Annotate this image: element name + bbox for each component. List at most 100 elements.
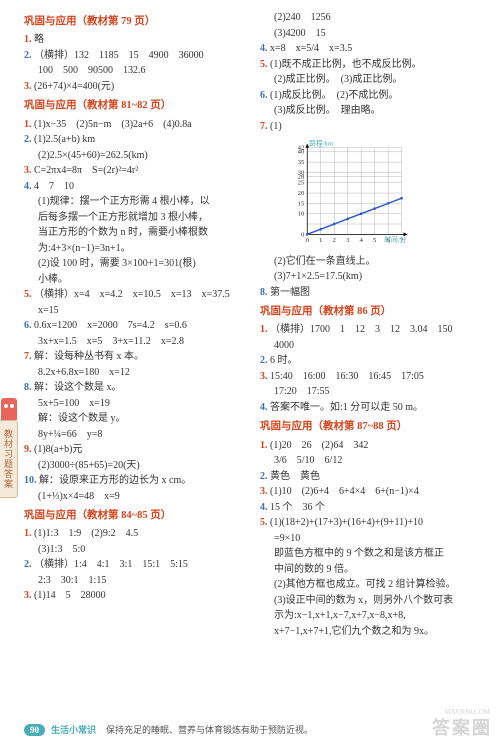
- answer-line: (3)4200 15: [260, 26, 482, 42]
- svg-text:42: 42: [298, 145, 305, 152]
- answer-line: 5x+5=100 x=19: [24, 396, 246, 412]
- answer-line: 8y+¼=66 y=8: [24, 427, 246, 443]
- answer-line: 中间的数的 9 倍。: [260, 562, 482, 578]
- footer-label: 生活小常识: [51, 723, 96, 736]
- answer-line: 1. (1)20 26 (2)64 342: [260, 438, 482, 454]
- answer-line: x+7−1,x+7+1,它们九个数之和为 9x。: [260, 624, 482, 640]
- answer-line: (2)3000÷(85+65)=20(天): [24, 458, 246, 474]
- line-chart: 012345670101520252830354042路程/km时间/分: [288, 136, 418, 246]
- answer-line: (3)设正中间的数为 x，则另外八个数可表: [260, 593, 482, 609]
- answer-text: C=2πx4=8π S=(2r)²=4r²: [34, 165, 138, 176]
- answer-text: （横排）x=4 x=4.2 x=10.5 x=13 x=37.5: [34, 289, 230, 300]
- answer-text: (1)1:3 1:9 (2)9:2 4.5: [34, 528, 138, 539]
- svg-text:30: 30: [298, 169, 305, 176]
- answer-text: (1)成反比例。 (2)不成比例。: [270, 90, 398, 101]
- svg-text:20: 20: [298, 190, 305, 197]
- answer-text: （横排）132 1185 15 4900 36000: [34, 50, 204, 61]
- page-number: 90: [24, 724, 45, 736]
- answer-text: 第一幅图: [270, 287, 310, 298]
- section-title: 巩固与应用（教材第 84~85 页）: [24, 508, 246, 524]
- answer-text: 4 7 10: [34, 181, 74, 192]
- answer-text: （横排）1:4 4:1 3:1 15:1 5:15: [34, 559, 188, 570]
- answer-line: 5. （横排）x=4 x=4.2 x=10.5 x=13 x=37.5: [24, 287, 246, 303]
- answer-line: 解：设这个数是 y。: [24, 411, 246, 427]
- answer-line: 2. 黄色 黄色: [260, 469, 482, 485]
- answer-line: 6. (1)成反比例。 (2)不成比例。: [260, 88, 482, 104]
- answer-line: 4. 4 7 10: [24, 179, 246, 195]
- answer-line: x=15: [24, 303, 246, 319]
- answer-line: 小棒。: [24, 272, 246, 288]
- answer-text: x=8 x=5/4 x=3.5: [270, 43, 352, 54]
- svg-text:35: 35: [298, 159, 305, 166]
- answer-text: 略: [34, 34, 44, 45]
- answer-line: 3/6 5/10 6/12: [260, 453, 482, 469]
- answer-line: 7. (1): [260, 119, 482, 135]
- answer-line: (2)设 100 时，需要 3×100+1=301(根): [24, 256, 246, 272]
- answer-text: （横排）1700 1 12 3 12 3.04 150: [270, 324, 453, 335]
- answer-line: 1. 略: [24, 32, 246, 48]
- answer-line: 3. C=2πx4=8π S=(2r)²=4r²: [24, 163, 246, 179]
- answer-line: 1. (1)1:3 1:9 (2)9:2 4.5: [24, 526, 246, 542]
- svg-text:0: 0: [306, 237, 310, 244]
- answer-line: 9. (1)8(a+b)元: [24, 442, 246, 458]
- answer-line: 1. （横排）1700 1 12 3 12 3.04 150: [260, 322, 482, 338]
- answer-line: (1+⅓)x×4=48 x=9: [24, 489, 246, 505]
- answer-line: 3x+x=1.5 x=5 3+x=11.2 x=2.8: [24, 334, 246, 350]
- svg-text:15: 15: [298, 200, 305, 207]
- answer-line: 17:20 17:55: [260, 384, 482, 400]
- answer-text: 黄色 黄色: [270, 471, 320, 482]
- answer-line: 7. 解：设每种丛书有 x 本。: [24, 349, 246, 365]
- answer-line: 后每多摆一个正方形就增加 3 根小棒，: [24, 210, 246, 226]
- answer-line: 8. 解：设这个数是 x。: [24, 380, 246, 396]
- answer-line: 6. 0.6x=1200 x=2000 7s=4.2 s=0.6: [24, 318, 246, 334]
- answer-line: =9×10: [260, 531, 482, 547]
- section-title: 巩固与应用（教材第 81~82 页）: [24, 98, 246, 114]
- svg-text:2: 2: [333, 237, 336, 244]
- answer-line: 3. 15:40 16:00 16:30 16:45 17:05: [260, 369, 482, 385]
- page-content: 巩固与应用（教材第 79 页） 1. 略 2. （横排）132 1185 15 …: [0, 0, 500, 712]
- answer-line: (2)2.5×(45+60)=262.5(km): [24, 148, 246, 164]
- svg-text:路程/km: 路程/km: [309, 139, 334, 148]
- answer-line: (3)7+1×2.5=17.5(km): [260, 269, 482, 285]
- answer-text: 0.6x=1200 x=2000 7s=4.2 s=0.6: [34, 320, 187, 331]
- answer-text: (1)10 (2)6+4 6+4×4 6+(n−1)×4: [270, 486, 419, 497]
- answer-line: 3. (1)10 (2)6+4 6+4×4 6+(n−1)×4: [260, 484, 482, 500]
- svg-text:25: 25: [298, 180, 305, 187]
- answer-line: (2)240 1256: [260, 10, 482, 26]
- right-column: (2)240 1256 (3)4200 15 4. x=8 x=5/4 x=3.…: [260, 10, 482, 712]
- answer-text: 答案不唯一。如:1 分可以走 50 m。: [270, 402, 423, 413]
- answer-line: (3)1:3 5:0: [24, 542, 246, 558]
- section-title: 巩固与应用（教材第 86 页）: [260, 304, 482, 320]
- answer-text: (1)14 5 28000: [34, 590, 106, 601]
- answer-line: 2:3 30:1 1:15: [24, 573, 246, 589]
- footer: 90 生活小常识 保持充足的睡眠、营养与体育锻炼有助于预防近视。: [24, 723, 482, 736]
- footer-note: 保持充足的睡眠、营养与体育锻炼有助于预防近视。: [106, 723, 313, 736]
- svg-text:时间/分: 时间/分: [384, 235, 406, 244]
- left-column: 巩固与应用（教材第 79 页） 1. 略 2. （横排）132 1185 15 …: [24, 10, 246, 712]
- svg-text:4: 4: [359, 237, 363, 244]
- answer-line: 10. 解：设原来正方形的边长为 x cm。: [24, 473, 246, 489]
- answer-line: 示为:x−1,x+1,x−7,x+7,x−8,x+8,: [260, 608, 482, 624]
- answer-line: 100 500 90500 132.6: [24, 63, 246, 79]
- answer-text: 15:40 16:00 16:30 16:45 17:05: [270, 371, 424, 382]
- answer-line: 1. (1)x−35 (2)5n−m (3)2a+6 (4)0.8a: [24, 117, 246, 133]
- answer-text: (1)既不成正比例，也不成反比例。: [270, 59, 422, 70]
- answer-line: 当正方形的个数为 n 时，需要小棒根数: [24, 225, 246, 241]
- answer-text: (1)x−35 (2)5n−m (3)2a+6 (4)0.8a: [34, 119, 192, 130]
- answer-text: (1): [270, 121, 282, 132]
- answer-line: (1)规律：摆一个正方形需 4 根小棒，以: [24, 194, 246, 210]
- answer-line: 即蓝色方框中的 9 个数之和是该方框正: [260, 546, 482, 562]
- answer-line: 4. 15 个 36 个: [260, 500, 482, 516]
- answer-line: 4000: [260, 338, 482, 354]
- section-title: 巩固与应用（教材第 87~88 页）: [260, 419, 482, 435]
- answer-text: (1)20 26 (2)64 342: [270, 440, 368, 451]
- section-title: 巩固与应用（教材第 79 页）: [24, 14, 246, 30]
- answer-line: 为:4+3×(n−1)=3n+1。: [24, 241, 246, 257]
- side-icon: [1, 398, 17, 420]
- answer-line: 2. （横排）1:4 4:1 3:1 15:1 5:15: [24, 557, 246, 573]
- svg-text:1: 1: [319, 237, 322, 244]
- answer-line: (3)成反比例。 理由略。: [260, 103, 482, 119]
- watermark: 答案圈: [432, 714, 492, 740]
- answer-line: 3. (26+74)×4=400(元): [24, 79, 246, 95]
- answer-line: 3. (1)14 5 28000: [24, 588, 246, 604]
